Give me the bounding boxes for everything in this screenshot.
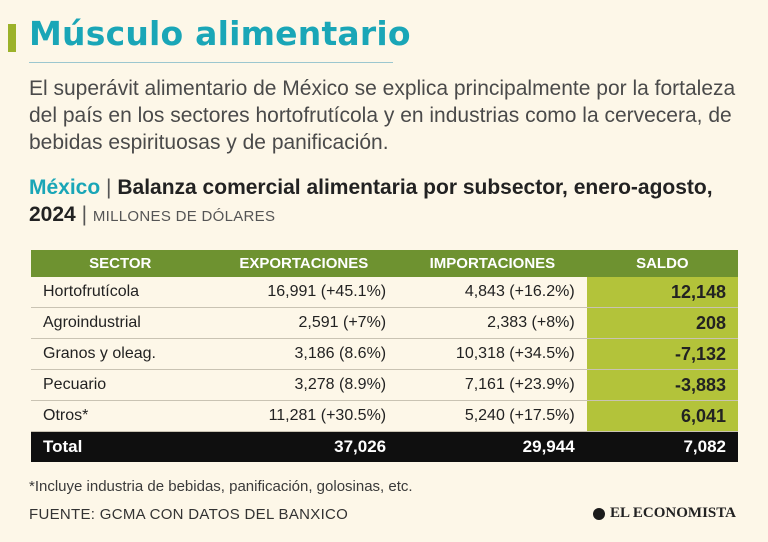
table-heading: México | Balanza comercial alimentaria p… [29,174,749,230]
title-underline [29,62,393,63]
table-row: Granos y oleag. 3,186 (8.6%) 10,318 (+34… [31,338,738,370]
column-header-exports: EXPORTACIONES [209,250,399,277]
table-row: Hortofrutícola 16,991 (+45.1%) 4,843 (+1… [31,277,738,308]
cell-exports: 2,591 (+7%) [209,307,399,339]
cell-balance: -7,132 [586,338,738,370]
cell-balance: 208 [586,307,738,339]
table-row: Pecuario 3,278 (8.9%) 7,161 (+23.9%) -3,… [31,369,738,401]
cell-sector: Otros* [31,400,210,432]
cell-imports: 5,240 (+17.5%) [398,400,587,432]
column-header-imports: IMPORTACIONES [398,250,587,277]
title-accent-bar [8,24,16,52]
column-header-sector: SECTOR [31,250,210,277]
table-row: Agroindustrial 2,591 (+7%) 2,383 (+8%) 2… [31,307,738,339]
cell-exports: 16,991 (+45.1%) [209,277,399,308]
logo-mark-icon [593,507,605,520]
cell-sector: Granos y oleag. [31,338,210,370]
source-note: FUENTE: GCMA CON DATOS DEL BANXICO [29,506,349,523]
page-title: Músculo alimentario [29,14,411,53]
cell-balance: 12,148 [586,277,738,308]
footnote: *Incluye industria de bebidas, panificac… [29,478,413,495]
total-row: Total 37,026 29,944 7,082 [31,431,738,462]
trade-balance-table: SECTOR EXPORTACIONES IMPORTACIONES SALDO… [31,250,738,462]
cell-exports: 3,278 (8.9%) [209,369,399,401]
table-header-row: SECTOR EXPORTACIONES IMPORTACIONES SALDO [31,250,738,277]
logo-text: EL ECONOMISTA [610,505,736,521]
lead-paragraph: El superávit alimentario de México se ex… [29,77,736,154]
table-heading-country: México [29,176,101,199]
total-imports: 29,944 [398,431,587,462]
cell-exports: 11,281 (+30.5%) [209,400,399,432]
cell-balance: -3,883 [586,369,738,401]
total-label: Total [31,431,210,462]
units-separator: | [81,203,88,226]
table-units: MILLONES DE DÓLARES [92,208,276,225]
column-header-balance: SALDO [586,250,738,277]
table-heading-separator: | [106,176,112,199]
cell-imports: 10,318 (+34.5%) [398,338,587,370]
cell-imports: 2,383 (+8%) [398,307,587,339]
table-row: Otros* 11,281 (+30.5%) 5,240 (+17.5%) 6,… [31,400,738,432]
cell-imports: 7,161 (+23.9%) [398,369,587,401]
cell-sector: Hortofrutícola [31,277,210,308]
cell-balance: 6,041 [586,400,738,432]
cell-sector: Pecuario [31,369,210,401]
table-heading-text: Balanza comercial alimentaria por subsec… [29,176,713,226]
total-balance: 7,082 [586,431,738,462]
publisher-logo: EL ECONOMISTA [593,505,736,522]
cell-exports: 3,186 (8.6%) [209,338,399,370]
cell-imports: 4,843 (+16.2%) [398,277,587,308]
total-exports: 37,026 [209,431,399,462]
cell-sector: Agroindustrial [31,307,210,339]
